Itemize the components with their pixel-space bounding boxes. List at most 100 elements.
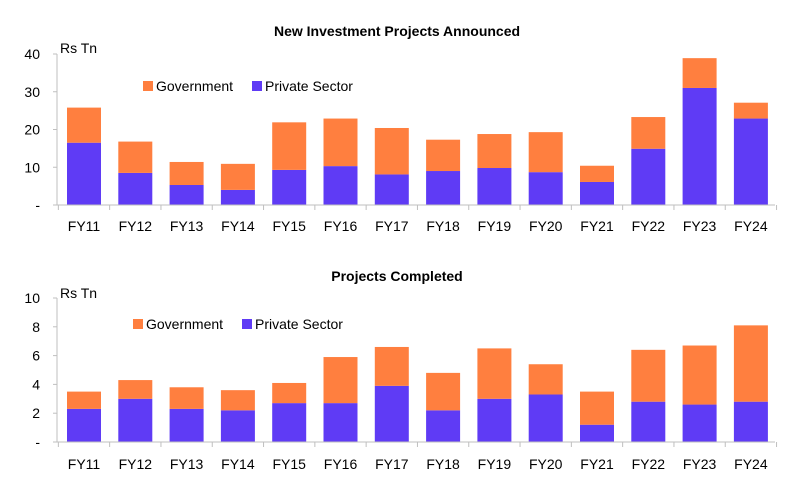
bar-private-sector-fy16 xyxy=(323,403,358,442)
x-category-label: FY23 xyxy=(683,218,717,234)
bar-government-fy16 xyxy=(323,118,358,167)
bar-private-sector-fy24 xyxy=(733,118,768,205)
legend-label: Government xyxy=(146,316,223,332)
bar-government-fy12 xyxy=(118,141,153,173)
x-category-label: FY24 xyxy=(734,456,768,472)
bar-private-sector-fy18 xyxy=(426,171,461,205)
unit-label: Rs Tn xyxy=(60,40,97,56)
bar-government-fy18 xyxy=(426,372,461,411)
y-tick-label: 4 xyxy=(32,376,40,392)
bar-private-sector-fy23 xyxy=(682,404,717,442)
y-tick-label: 30 xyxy=(24,84,40,100)
unit-label: Rs Tn xyxy=(60,285,97,301)
y-axis: - 2 4 6 8 10 xyxy=(24,290,58,450)
x-category-label: FY21 xyxy=(580,218,614,234)
bar-private-sector-fy20 xyxy=(528,172,563,205)
bar-private-sector-fy18 xyxy=(426,410,461,442)
x-category-label: FY15 xyxy=(272,218,306,234)
x-category-label: FY12 xyxy=(119,218,153,234)
legend-swatch xyxy=(252,81,262,91)
bar-private-sector-fy14 xyxy=(220,189,255,205)
x-category-label: FY14 xyxy=(221,218,255,234)
legend-swatch xyxy=(242,319,252,329)
legend-swatch xyxy=(133,319,143,329)
bar-government-fy23 xyxy=(682,58,717,88)
x-category-label: FY20 xyxy=(529,218,563,234)
bar-government-fy14 xyxy=(220,163,255,190)
x-category-label: FY15 xyxy=(272,456,306,472)
x-category-label: FY22 xyxy=(632,456,666,472)
legend-label: Private Sector xyxy=(255,316,343,332)
bar-government-fy24 xyxy=(733,102,768,119)
bar-government-fy24 xyxy=(733,325,768,402)
bar-government-fy13 xyxy=(169,387,204,409)
bar-private-sector-fy11 xyxy=(67,408,101,442)
bar-government-fy19 xyxy=(477,348,512,399)
y-tick-label: 6 xyxy=(32,348,40,364)
bar-government-fy17 xyxy=(374,127,409,175)
x-category-label: FY13 xyxy=(170,456,204,472)
bar-private-sector-fy19 xyxy=(477,398,512,442)
bar-private-sector-fy16 xyxy=(323,166,358,205)
bar-private-sector-fy17 xyxy=(374,174,409,205)
x-category-label: FY19 xyxy=(478,218,512,234)
bars xyxy=(67,58,768,205)
y-tick-label: 20 xyxy=(24,122,40,138)
y-tick-label: 2 xyxy=(32,405,40,421)
bar-private-sector-fy14 xyxy=(220,410,255,442)
bar-private-sector-fy23 xyxy=(682,87,717,205)
legend: Government Private Sector xyxy=(143,78,353,94)
bar-private-sector-fy15 xyxy=(272,403,307,442)
bar-government-fy16 xyxy=(323,357,358,404)
x-category-label: FY12 xyxy=(119,456,153,472)
y-tick-label: - xyxy=(35,434,40,450)
bar-government-fy11 xyxy=(67,107,101,143)
chart-new-investment-projects: New Investment Projects Announced Rs Tn … xyxy=(24,23,778,234)
bar-private-sector-fy12 xyxy=(118,398,153,442)
legend: Government Private Sector xyxy=(133,316,343,332)
x-category-label: FY13 xyxy=(170,218,204,234)
legend-label: Private Sector xyxy=(265,78,353,94)
bar-government-fy22 xyxy=(631,117,666,149)
bar-private-sector-fy17 xyxy=(374,385,409,442)
x-category-label: FY21 xyxy=(580,456,614,472)
bar-government-fy19 xyxy=(477,134,512,169)
bar-government-fy21 xyxy=(580,165,614,182)
bar-government-fy22 xyxy=(631,349,666,402)
bar-government-fy12 xyxy=(118,380,153,399)
x-category-label: FY14 xyxy=(221,456,255,472)
x-axis: FY11 FY12 FY13 FY14 FY15 FY16 FY17 FY18 FY19 FY20… xyxy=(57,441,778,472)
bar-private-sector-fy22 xyxy=(631,148,666,205)
bar-private-sector-fy22 xyxy=(631,401,666,442)
bars xyxy=(67,325,768,442)
bar-government-fy15 xyxy=(272,122,307,170)
bar-government-fy18 xyxy=(426,139,461,172)
legend-swatch xyxy=(143,81,153,91)
y-axis: - 10 20 30 40 xyxy=(24,46,58,213)
bar-private-sector-fy24 xyxy=(733,401,768,442)
bar-private-sector-fy21 xyxy=(580,181,614,205)
x-axis: FY11 FY12 FY13 FY14 FY15 FY16 FY17 FY18 FY19 FY20… xyxy=(57,204,778,234)
bar-government-fy20 xyxy=(528,364,563,395)
y-tick-label: 10 xyxy=(24,159,40,175)
bar-private-sector-fy15 xyxy=(272,169,307,205)
x-category-label: FY23 xyxy=(683,456,717,472)
bar-private-sector-fy11 xyxy=(67,142,101,205)
x-category-label: FY18 xyxy=(426,456,460,472)
x-category-label: FY17 xyxy=(375,456,409,472)
bar-government-fy20 xyxy=(528,132,563,173)
legend-label: Government xyxy=(156,78,233,94)
chart-title: Projects Completed xyxy=(331,268,462,284)
x-category-label: FY17 xyxy=(375,218,409,234)
bar-government-fy13 xyxy=(169,161,204,185)
y-tick-label: 40 xyxy=(24,46,40,62)
bar-private-sector-fy13 xyxy=(169,408,204,442)
x-category-label: FY24 xyxy=(734,218,768,234)
chart-title: New Investment Projects Announced xyxy=(274,23,520,39)
x-category-label: FY11 xyxy=(68,456,101,472)
bar-government-fy21 xyxy=(580,391,614,425)
bar-private-sector-fy12 xyxy=(118,172,153,205)
y-tick-label: - xyxy=(35,197,40,213)
x-category-label: FY16 xyxy=(324,218,358,234)
